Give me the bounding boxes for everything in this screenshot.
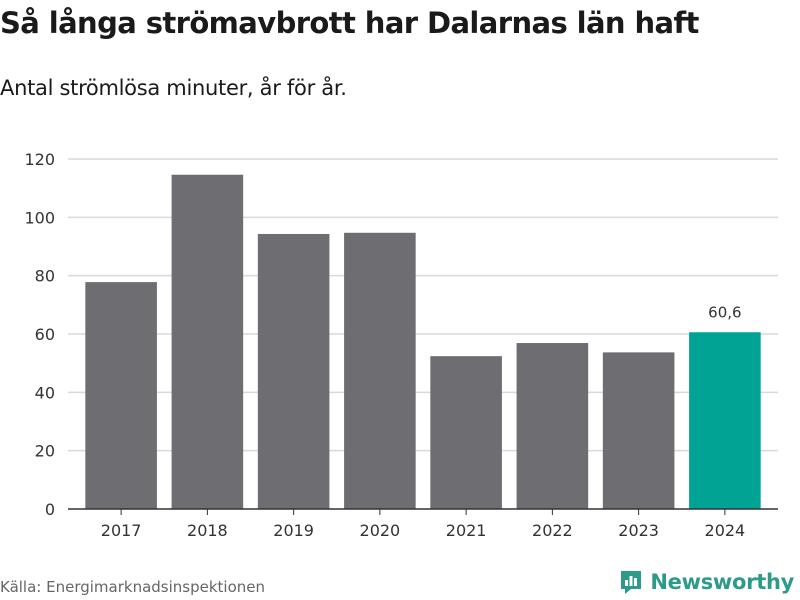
- y-tick-label: 100: [24, 208, 55, 227]
- x-tick-label: 2017: [101, 521, 142, 540]
- brand-name: Newsworthy: [650, 570, 794, 594]
- y-tick-label: 60: [35, 325, 55, 344]
- bar-2023: [602, 352, 675, 509]
- y-tick-label: 120: [24, 150, 55, 169]
- data-labels: 60,6: [708, 303, 741, 321]
- y-tick-label: 40: [35, 383, 55, 402]
- x-tick-label: 2018: [187, 521, 228, 540]
- bar-chart-logo-icon: [621, 571, 642, 594]
- bar-2024: [689, 332, 761, 509]
- brand-logo: Newsworthy: [619, 569, 794, 595]
- chart-title: Så långa strömavbrott har Dalarnas län h…: [0, 6, 699, 40]
- y-tick-label: 80: [35, 267, 55, 286]
- bar-2021: [430, 356, 502, 509]
- source-note: Källa: Energimarknadsinspektionen: [0, 578, 266, 596]
- bar-2019: [257, 233, 330, 510]
- bar-chart: 0 20 40 60 80 100 120 60,6 2017 2018 2019 2020 202…: [24, 150, 778, 540]
- x-axis-ticks: 2017 2018 2019 2020 2021 2022 2023 2024: [101, 509, 745, 540]
- x-tick-label: 2022: [532, 521, 573, 540]
- x-tick-label: 2019: [273, 521, 314, 540]
- bar-2017: [85, 282, 157, 509]
- bar-2020: [344, 232, 416, 509]
- bar-2018: [171, 174, 244, 509]
- x-tick-label: 2020: [360, 521, 401, 540]
- chart-subtitle: Antal strömlösa minuter, år för år.: [0, 76, 347, 100]
- x-tick-label: 2023: [618, 521, 659, 540]
- bar-2022: [516, 343, 589, 509]
- y-tick-label: 0: [45, 500, 55, 519]
- y-axis-ticks: 0 20 40 60 80 100 120: [24, 150, 55, 519]
- data-label-2024: 60,6: [708, 303, 741, 321]
- bars: [85, 174, 761, 510]
- x-tick-label: 2024: [705, 521, 746, 540]
- x-tick-label: 2021: [446, 521, 487, 540]
- y-tick-label: 20: [35, 442, 55, 461]
